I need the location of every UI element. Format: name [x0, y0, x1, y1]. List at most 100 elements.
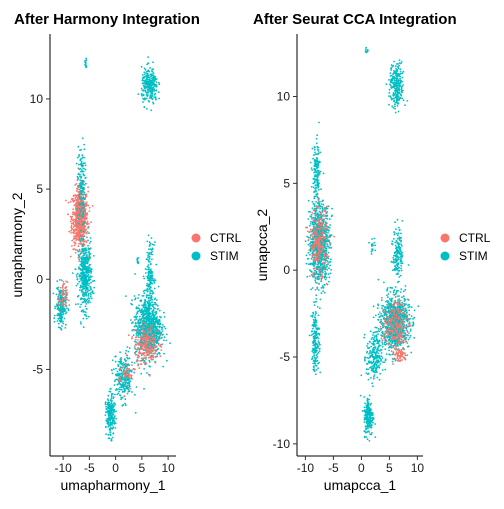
point — [84, 235, 86, 237]
point — [137, 354, 139, 356]
point — [326, 269, 328, 271]
point — [148, 365, 150, 367]
point — [135, 323, 137, 325]
point — [148, 308, 150, 310]
point — [143, 368, 145, 370]
point — [152, 89, 154, 91]
point — [165, 328, 167, 330]
point — [146, 108, 148, 110]
point — [116, 373, 118, 375]
point — [315, 294, 317, 296]
point — [78, 281, 80, 283]
point — [146, 252, 148, 254]
point — [321, 239, 323, 241]
point — [320, 267, 322, 269]
point — [62, 300, 64, 302]
point — [152, 102, 154, 104]
point — [124, 359, 126, 361]
point — [155, 99, 157, 101]
point — [61, 305, 63, 307]
point — [318, 283, 320, 285]
point — [85, 303, 87, 305]
point — [85, 311, 87, 313]
point — [75, 206, 77, 208]
point — [333, 236, 335, 238]
point — [59, 291, 61, 293]
y-tick-label: -5 — [32, 362, 43, 376]
point — [311, 212, 313, 214]
point — [141, 66, 143, 68]
point — [327, 232, 329, 234]
point — [151, 325, 153, 327]
point — [136, 332, 138, 334]
cluster-stim-11 — [105, 388, 117, 442]
point — [147, 63, 149, 65]
point — [84, 217, 86, 219]
point — [320, 269, 322, 271]
point — [149, 256, 151, 258]
point — [87, 291, 89, 293]
point — [80, 182, 82, 184]
point — [79, 179, 81, 181]
point — [90, 237, 92, 239]
point — [320, 256, 322, 258]
point — [85, 205, 87, 207]
point — [60, 287, 62, 289]
point — [82, 217, 84, 219]
point — [81, 161, 83, 163]
point — [83, 293, 85, 295]
point — [307, 252, 309, 254]
point — [141, 358, 143, 360]
point — [162, 330, 164, 332]
point — [135, 325, 137, 327]
point — [77, 273, 79, 275]
point — [112, 433, 114, 435]
point — [318, 150, 320, 152]
point — [134, 341, 136, 343]
point — [144, 331, 146, 333]
point — [80, 241, 82, 243]
point — [138, 305, 140, 307]
point — [150, 358, 152, 360]
point — [62, 291, 64, 293]
point — [312, 275, 314, 277]
point — [330, 269, 332, 271]
point — [83, 252, 85, 254]
point — [78, 243, 80, 245]
point — [93, 292, 95, 294]
point — [111, 412, 113, 414]
x-tick-label: -5 — [84, 461, 95, 475]
point — [313, 213, 315, 215]
point — [58, 300, 60, 302]
point — [313, 226, 315, 228]
point — [124, 390, 126, 392]
point — [160, 349, 162, 351]
point — [142, 101, 144, 103]
point — [317, 276, 319, 278]
point — [145, 352, 147, 354]
point — [319, 161, 321, 163]
point — [314, 217, 316, 219]
point — [107, 422, 109, 424]
point — [317, 206, 319, 208]
point — [311, 167, 313, 169]
point — [314, 185, 316, 187]
point — [169, 342, 171, 344]
point — [137, 347, 139, 349]
point — [149, 88, 151, 90]
point — [77, 212, 79, 214]
point — [313, 251, 315, 253]
point — [89, 256, 91, 258]
point — [140, 311, 142, 313]
point — [82, 137, 84, 139]
point — [141, 344, 143, 346]
point — [326, 254, 328, 256]
point — [141, 94, 143, 96]
point — [80, 215, 82, 217]
point — [141, 327, 143, 329]
point — [79, 268, 81, 270]
point — [82, 244, 84, 246]
point — [311, 241, 313, 243]
point — [83, 275, 85, 277]
point — [314, 246, 316, 248]
